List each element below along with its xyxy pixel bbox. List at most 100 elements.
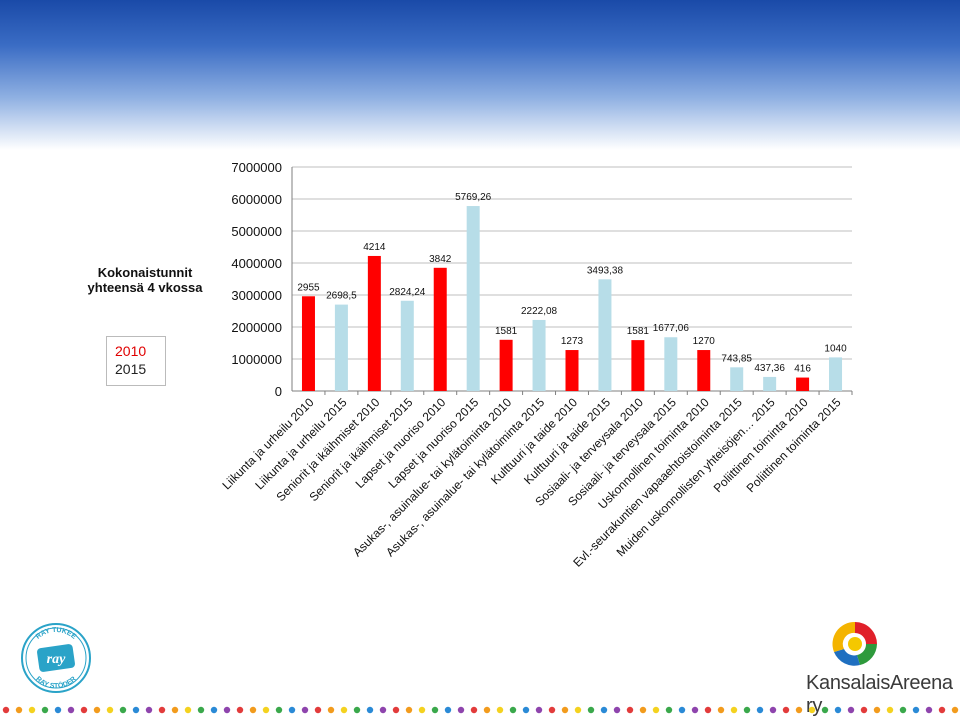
border-dot: [730, 706, 738, 714]
border-dot: [522, 706, 530, 714]
bar: [565, 350, 579, 391]
data-label: 2698,5: [326, 291, 357, 302]
y-tick-label: 4000000: [231, 256, 282, 271]
data-label: 1581: [495, 326, 518, 337]
border-dot: [158, 706, 166, 714]
border-dot: [587, 706, 595, 714]
border-dot: [613, 706, 621, 714]
border-dot: [314, 706, 322, 714]
bar: [598, 279, 612, 391]
border-dot: [132, 706, 140, 714]
border-dot: [574, 706, 582, 714]
border-dot: [197, 706, 205, 714]
border-dot: [938, 706, 946, 714]
bar: [532, 319, 546, 391]
data-label: 743,85: [721, 353, 752, 364]
border-dot: [223, 706, 231, 714]
border-dot: [821, 706, 829, 714]
border-dot: [80, 706, 88, 714]
border-dot: [509, 706, 517, 714]
data-label: 2824,24: [389, 287, 426, 298]
border-dot: [418, 706, 426, 714]
kansalaisareena-logo-icon: [832, 621, 877, 666]
border-dot: [756, 706, 764, 714]
header-banner: [0, 0, 960, 150]
border-dot: [171, 706, 179, 714]
border-dot: [431, 706, 439, 714]
border-dot: [366, 706, 374, 714]
border-dot: [262, 706, 270, 714]
data-label: 2222,08: [521, 306, 558, 317]
border-dot: [704, 706, 712, 714]
border-dot: [301, 706, 309, 714]
border-dot: [119, 706, 127, 714]
border-dot: [717, 706, 725, 714]
y-tick-label: 0: [275, 384, 282, 399]
border-dot: [236, 706, 244, 714]
bar: [796, 377, 810, 391]
data-label: 437,36: [754, 363, 785, 374]
border-dot: [67, 706, 75, 714]
border-dot: [548, 706, 556, 714]
border-dot: [561, 706, 569, 714]
bar: [730, 367, 744, 391]
data-label: 2955: [297, 282, 320, 293]
legend-title: Kokonaistunnit yhteensä 4 vkossa: [87, 265, 203, 295]
border-dot: [808, 706, 816, 714]
border-dot: [743, 706, 751, 714]
bar: [433, 267, 447, 391]
legend-entry-2015: 2015: [115, 361, 147, 377]
border-dot: [93, 706, 101, 714]
border-dot: [106, 706, 114, 714]
bar: [664, 337, 678, 391]
bar: [301, 296, 315, 391]
border-dot: [457, 706, 465, 714]
dotted-border: [2, 706, 959, 714]
border-dot: [873, 706, 881, 714]
border-dot: [535, 706, 543, 714]
data-label: 1581: [627, 326, 650, 337]
data-label: 1273: [561, 336, 584, 347]
bar: [334, 304, 348, 391]
legend-box: 2010 2015: [106, 336, 166, 386]
data-label: 1040: [824, 343, 847, 354]
data-label: 1270: [693, 336, 716, 347]
border-dot: [41, 706, 49, 714]
border-dot: [405, 706, 413, 714]
border-dot: [886, 706, 894, 714]
border-dot: [496, 706, 504, 714]
border-dot: [652, 706, 660, 714]
border-dot: [912, 706, 920, 714]
border-dot: [834, 706, 842, 714]
border-dot: [340, 706, 348, 714]
border-dot: [795, 706, 803, 714]
border-dot: [184, 706, 192, 714]
border-dot: [145, 706, 153, 714]
data-label: 3493,38: [587, 265, 624, 276]
border-dot: [860, 706, 868, 714]
data-label: 5769,26: [455, 192, 492, 203]
border-dot: [483, 706, 491, 714]
data-label: 1677,06: [653, 323, 690, 334]
bar: [763, 376, 777, 391]
bar: [466, 206, 480, 391]
y-tick-label: 7000000: [231, 160, 282, 175]
legend-entry-2010: 2010: [115, 343, 147, 359]
y-tick-label: 5000000: [231, 224, 282, 239]
bar: [400, 300, 414, 391]
border-dot: [353, 706, 361, 714]
border-dot: [444, 706, 452, 714]
y-tick-label: 3000000: [231, 288, 282, 303]
border-dot: [54, 706, 62, 714]
data-label: 416: [794, 364, 811, 375]
ray-mark: ray: [47, 652, 66, 667]
border-dot: [275, 706, 283, 714]
border-dot: [925, 706, 933, 714]
bar: [829, 357, 843, 391]
bar: [631, 340, 645, 391]
border-dot: [470, 706, 478, 714]
border-dot: [769, 706, 777, 714]
border-dot: [327, 706, 335, 714]
y-tick-label: 6000000: [231, 192, 282, 207]
border-dot: [626, 706, 634, 714]
